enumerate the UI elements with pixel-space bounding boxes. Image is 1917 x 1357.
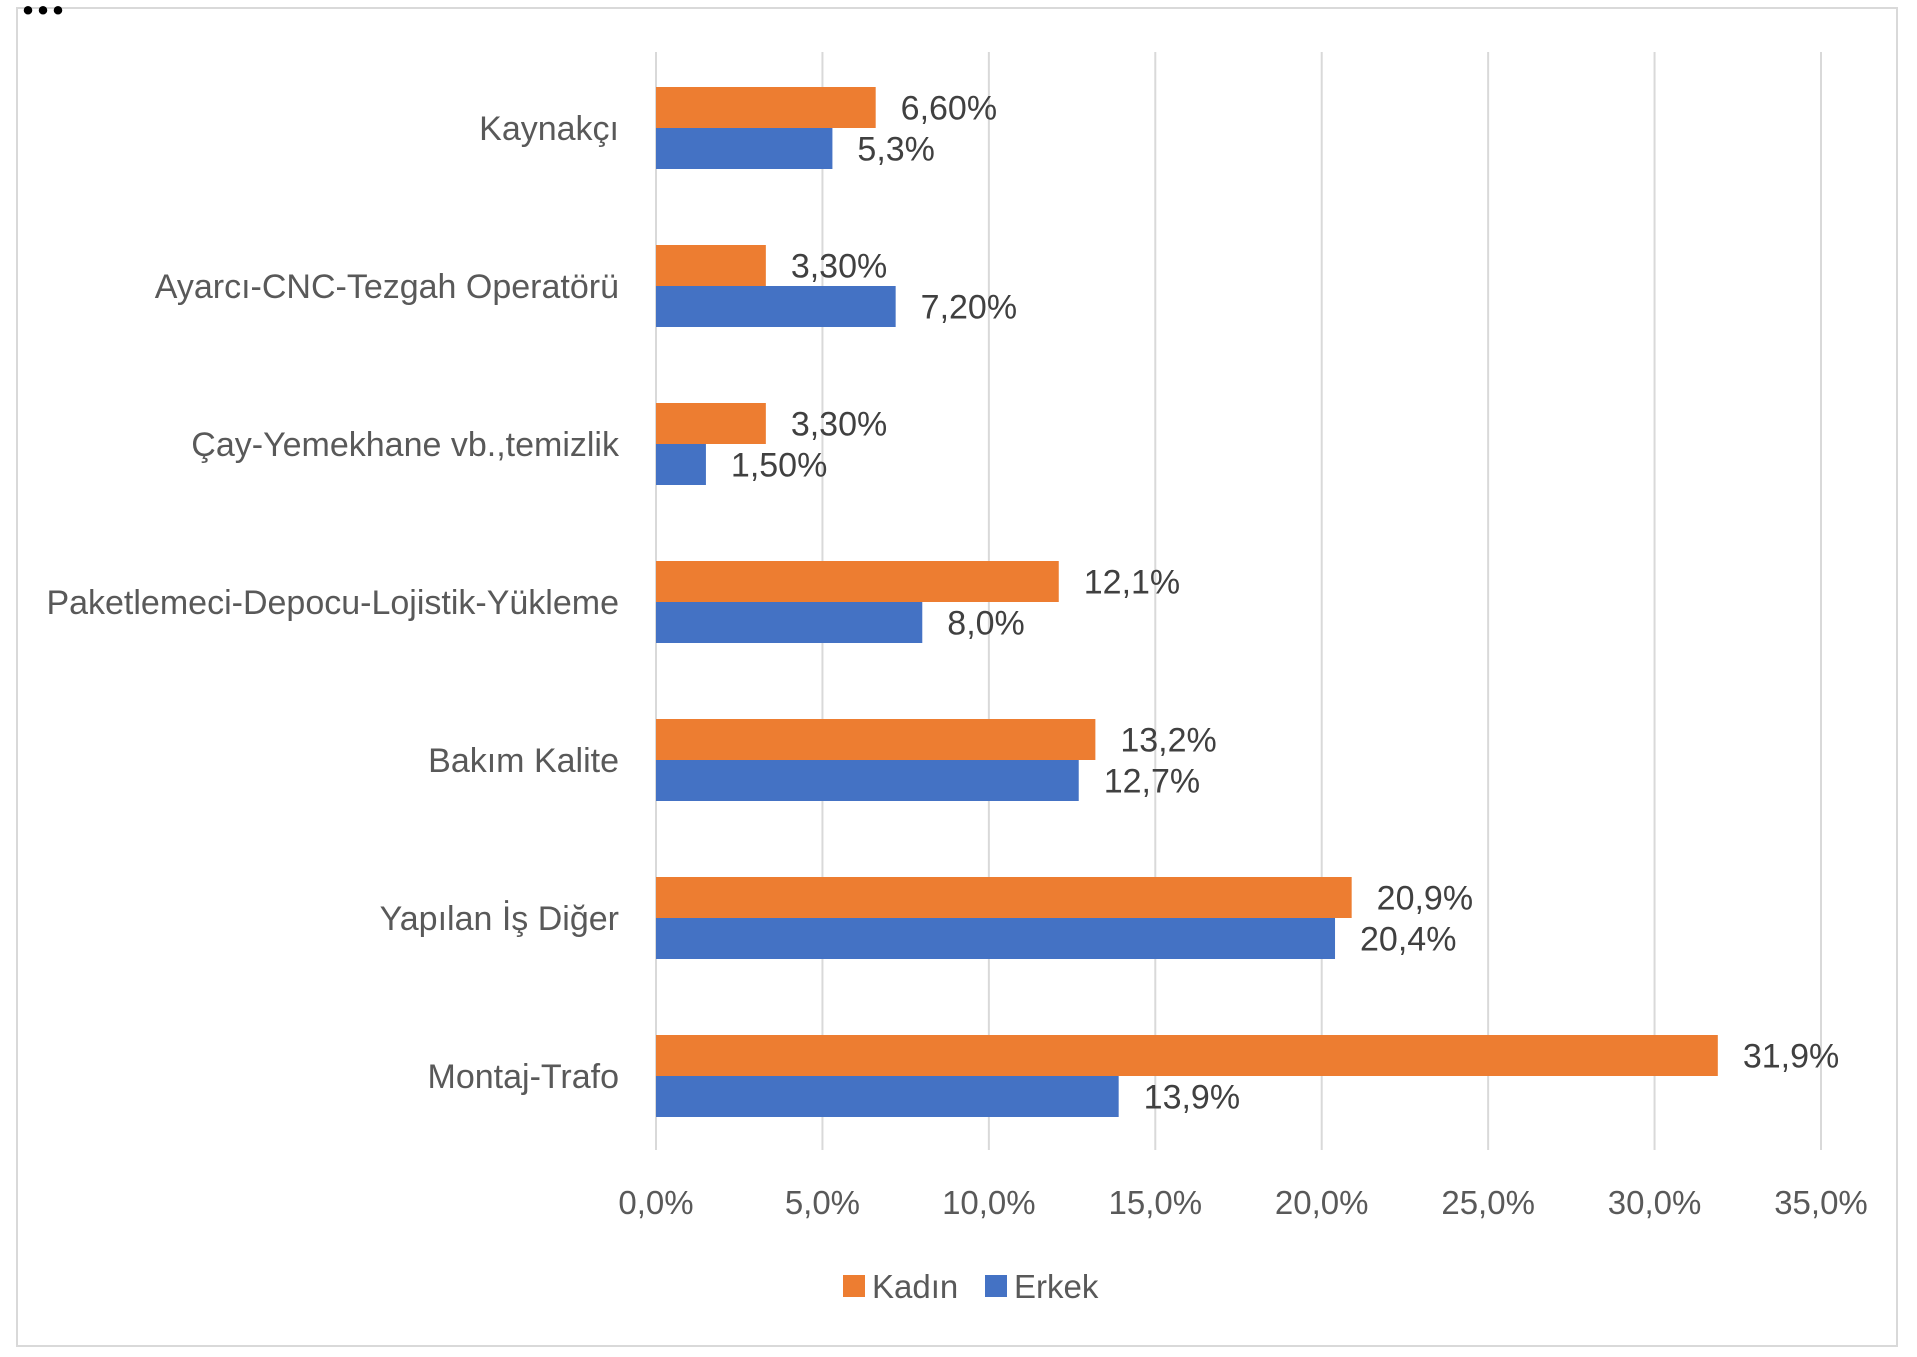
data-label: 8,0%	[947, 605, 1024, 643]
data-label: 13,9%	[1144, 1079, 1240, 1117]
data-label: 13,2%	[1120, 722, 1216, 760]
bar-kadin	[656, 561, 1059, 602]
data-label: 6,60%	[901, 90, 997, 128]
category-label: Paketlemeci-Depocu-Lojistik-Yükleme	[46, 584, 619, 622]
bar-kadin	[656, 877, 1352, 918]
data-label: 3,30%	[791, 248, 887, 286]
bar-erkek	[656, 602, 923, 643]
bar-kadin	[656, 403, 766, 444]
data-label: 20,4%	[1360, 921, 1456, 959]
data-label: 7,20%	[921, 289, 1017, 327]
category-label: Bakım Kalite	[428, 742, 619, 780]
category-label: Montaj-Trafo	[428, 1058, 619, 1096]
legend: Kadın Erkek	[843, 1268, 1099, 1305]
data-label: 3,30%	[791, 406, 887, 444]
x-tick-label: 10,0%	[942, 1184, 1036, 1221]
x-tick-label: 5,0%	[785, 1184, 860, 1221]
bar-kadin	[656, 87, 876, 128]
x-tick-label: 25,0%	[1441, 1184, 1535, 1221]
bar-erkek	[656, 1076, 1119, 1117]
bar-kadin	[656, 245, 766, 286]
x-tick-label: 0,0%	[618, 1184, 693, 1221]
heading-fragment: …	[20, 0, 66, 25]
legend-label-erkek: Erkek	[1014, 1268, 1099, 1305]
chart-border	[16, 7, 1898, 1347]
x-tick-label: 20,0%	[1275, 1184, 1369, 1221]
bar-kadin	[656, 719, 1096, 760]
bar-erkek	[656, 128, 833, 169]
legend-swatch-kadin	[843, 1275, 865, 1297]
category-label: Ayarcı-CNC-Tezgah Operatörü	[155, 268, 619, 306]
plot-area: 0,0% 5,0% 10,0% 15,0% 20,0% 25,0% 30,0% 35,0% Ka…	[46, 52, 1868, 1221]
data-label: 31,9%	[1743, 1038, 1839, 1076]
bar-erkek	[656, 760, 1079, 801]
category-label: Yapılan İş Diğer	[380, 900, 619, 938]
x-tick-label: 15,0%	[1108, 1184, 1202, 1221]
x-tick-label: 35,0%	[1774, 1184, 1868, 1221]
bar-kadin	[656, 1035, 1718, 1076]
bar-erkek	[656, 286, 896, 327]
bar-erkek	[656, 444, 706, 485]
data-label: 1,50%	[731, 447, 827, 485]
legend-label-kadin: Kadın	[872, 1268, 958, 1305]
data-label: 5,3%	[857, 131, 935, 169]
legend-swatch-erkek	[985, 1275, 1007, 1297]
category-label: Çay-Yemekhane vb.,temizlik	[191, 426, 620, 464]
data-label: 12,7%	[1104, 763, 1200, 801]
category-label: Kaynakçı	[479, 110, 619, 148]
bar-erkek	[656, 918, 1336, 959]
data-label: 12,1%	[1084, 564, 1180, 602]
x-tick-label: 30,0%	[1608, 1184, 1702, 1221]
data-label: 20,9%	[1377, 880, 1473, 918]
